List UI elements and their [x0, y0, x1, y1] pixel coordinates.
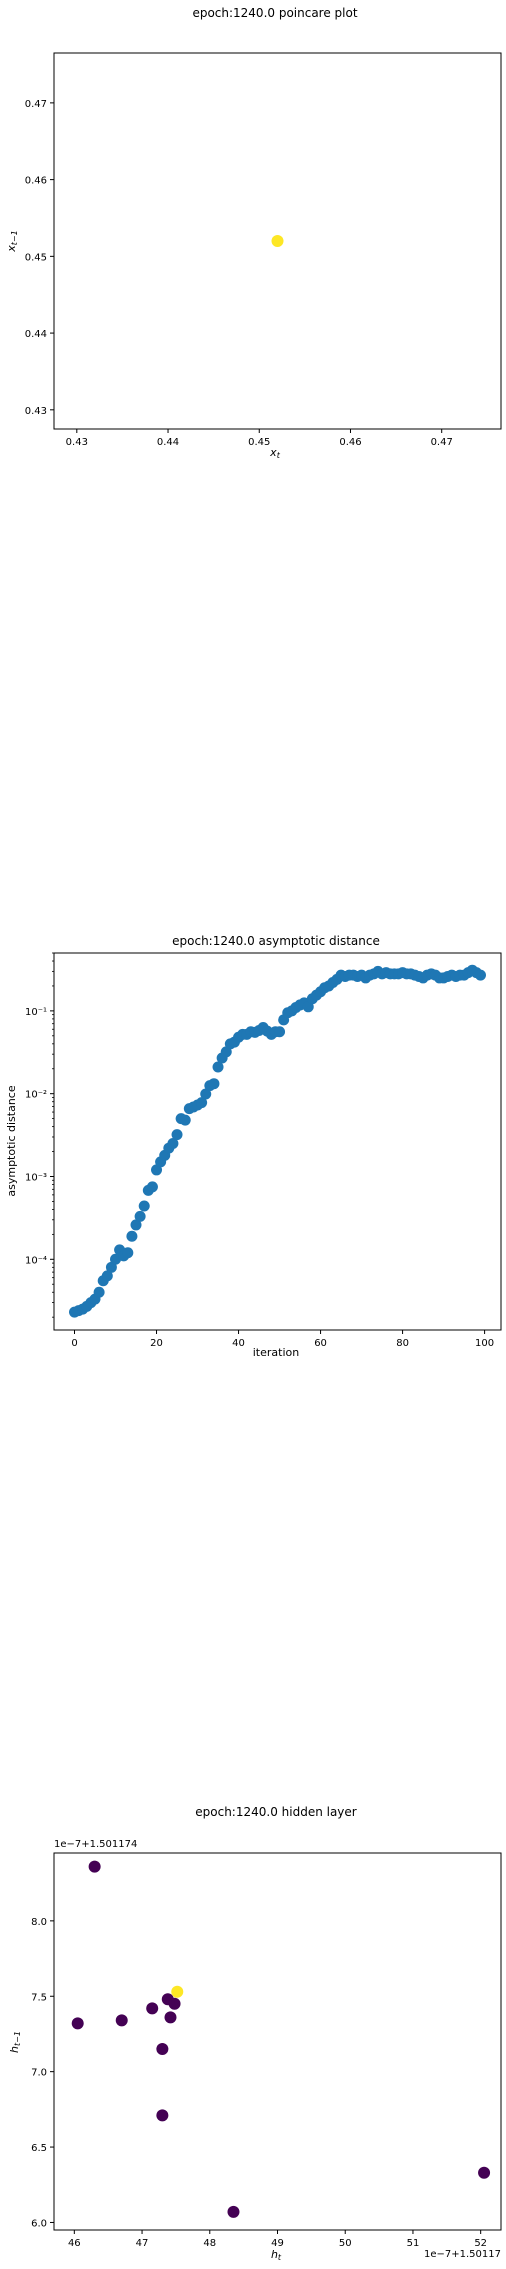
- hidden-layer-chart: epoch:1240.0 hidden layer 1e−7+1.501174 …: [8, 1805, 502, 2262]
- data-points: [69, 964, 486, 1318]
- data-point: [474, 969, 486, 981]
- data-point: [122, 1247, 134, 1259]
- y-tick-label: 10⁻³: [25, 1172, 47, 1183]
- y-tick-label: 6.0: [31, 2218, 47, 2229]
- y-axis-ticks: 10⁻⁴ 10⁻³ 10⁻² 10⁻¹: [25, 952, 54, 1318]
- x-tick-label: 50: [339, 2238, 352, 2249]
- x-tick-label: 60: [314, 1338, 327, 1349]
- x-tick-label: 0.46: [339, 437, 361, 448]
- data-point: [146, 2002, 159, 2015]
- data-points: [71, 1860, 491, 2218]
- x-axis-ticks: 46 47 48 49 50 51 52: [68, 2230, 487, 2249]
- x-tick-label: 100: [475, 1338, 494, 1349]
- y-axis-label: ht−1: [8, 2031, 22, 2053]
- y-axis-label: asymptotic distance: [5, 1085, 18, 1196]
- data-point: [271, 235, 284, 247]
- x-tick-label: 47: [136, 2238, 149, 2249]
- x-tick-label: 0.47: [431, 437, 453, 448]
- asymptotic-distance-chart: epoch:1240.0 asymptotic distance 0 20 40 60…: [5, 934, 502, 1359]
- data-point: [274, 1026, 286, 1038]
- x-tick-label: 46: [68, 2238, 81, 2249]
- y-axis-ticks: 0.43 0.44 0.45 0.46 0.47: [25, 99, 54, 417]
- x-axis-ticks: 0 20 40 60 80 100: [71, 1330, 494, 1349]
- x-tick-label: 80: [396, 1338, 409, 1349]
- y-offset-text: 1e−7+1.501174: [54, 1839, 137, 1850]
- x-tick-label: 49: [271, 2238, 284, 2249]
- x-tick-label: 40: [232, 1338, 245, 1349]
- data-point: [126, 1230, 138, 1242]
- y-tick-label: 0.45: [25, 252, 47, 263]
- x-axis-ticks: 0.43 0.44 0.45 0.46 0.47: [66, 429, 453, 448]
- y-tick-label: 10⁻¹: [25, 1007, 47, 1018]
- data-point: [88, 1860, 101, 1873]
- x-tick-label: 0.43: [66, 437, 88, 448]
- data-point: [93, 1286, 105, 1298]
- chart-title: epoch:1240.0 poincare plot: [192, 6, 357, 20]
- x-tick-label: 0.45: [248, 437, 270, 448]
- y-tick-label: 10⁻²: [25, 1090, 47, 1101]
- data-point: [168, 1997, 181, 2010]
- data-point: [71, 2017, 84, 2030]
- data-point: [130, 1219, 142, 1231]
- x-tick-label: 0.44: [157, 437, 179, 448]
- y-axis-ticks: 6.0 6.5 7.0 7.5 8.0: [31, 1917, 54, 2229]
- data-point: [227, 2205, 240, 2218]
- x-offset-text: 1e−7+1.50117: [424, 2249, 501, 2260]
- y-tick-label: 0.46: [25, 176, 47, 187]
- poincare-plot-chart: epoch:1240.0 poincare plot 0.43 0.44 0.45 0…: [5, 6, 502, 460]
- x-axis-label: iteration: [253, 1346, 299, 1359]
- plot-area: [53, 952, 502, 1331]
- y-tick-label: 8.0: [31, 1917, 47, 1928]
- x-tick-label: 48: [203, 2238, 216, 2249]
- x-tick-label: 51: [407, 2238, 420, 2249]
- data-point: [101, 1270, 113, 1282]
- data-point: [156, 2109, 169, 2122]
- data-point: [212, 1061, 224, 1073]
- data-point: [138, 1200, 150, 1212]
- data-point: [167, 1138, 179, 1150]
- x-tick-label: 20: [150, 1338, 163, 1349]
- y-axis-label: xt−1: [5, 230, 19, 252]
- data-point: [115, 2014, 128, 2027]
- data-point: [146, 1181, 158, 1193]
- x-axis-label: ht: [271, 2248, 282, 2262]
- data-point: [156, 2043, 169, 2056]
- plot-area: [53, 1852, 502, 2231]
- x-tick-label: 52: [474, 2238, 487, 2249]
- data-point: [478, 2166, 491, 2179]
- data-point: [179, 1114, 191, 1126]
- chart-title: epoch:1240.0 asymptotic distance: [172, 934, 380, 948]
- data-point: [171, 1129, 183, 1141]
- data-point: [134, 1210, 146, 1222]
- y-tick-label: 7.5: [31, 1992, 47, 2003]
- y-tick-label: 0.44: [25, 329, 47, 340]
- data-point: [200, 1088, 212, 1100]
- x-axis-label: xt: [269, 446, 281, 460]
- chart-title: epoch:1240.0 hidden layer: [195, 1805, 357, 1819]
- y-tick-label: 10⁻⁴: [25, 1255, 47, 1266]
- data-points: [271, 235, 284, 247]
- y-tick-label: 0.47: [25, 99, 47, 110]
- data-point: [171, 1985, 184, 1998]
- data-point: [164, 2011, 177, 2024]
- y-tick-label: 6.5: [31, 2143, 47, 2154]
- data-point: [196, 1097, 208, 1109]
- data-point: [208, 1078, 220, 1090]
- x-tick-label: 0: [71, 1338, 77, 1349]
- y-tick-label: 0.43: [25, 406, 47, 417]
- y-tick-label: 7.0: [31, 2068, 47, 2079]
